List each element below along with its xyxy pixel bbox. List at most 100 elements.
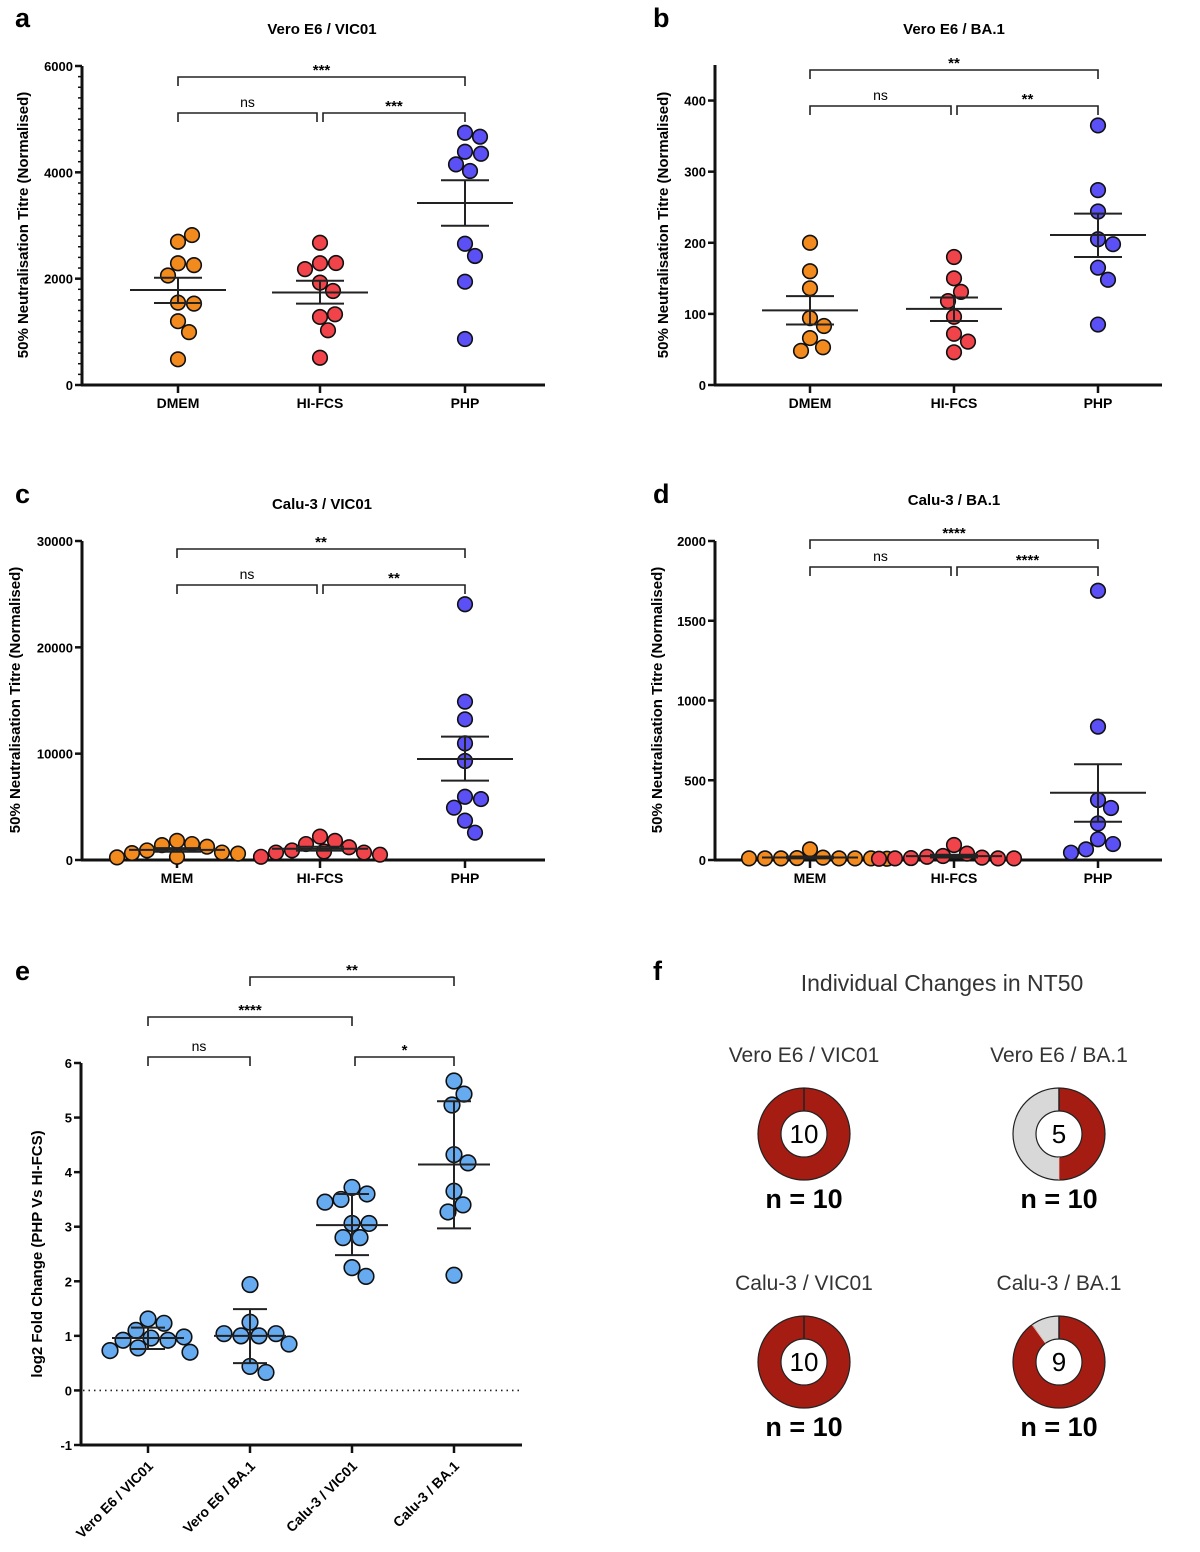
y-tick-label: 4	[65, 1165, 73, 1180]
data-point	[456, 596, 474, 613]
significance-bracket	[809, 539, 1099, 549]
significance-label: ****	[238, 1002, 262, 1019]
y-tick-label: 20000	[37, 640, 73, 655]
group-3	[1050, 582, 1146, 861]
chart-title: Individual Changes in NT50	[801, 970, 1084, 996]
y-tick-label: 2000	[44, 272, 73, 287]
y-tick-label: -1	[60, 1438, 72, 1453]
y-tick-label: 400	[684, 94, 706, 109]
data-point	[445, 799, 463, 816]
data-point	[334, 1229, 352, 1247]
group-2	[252, 828, 389, 865]
x-tick-label: Calu-3 / VIC01	[283, 1458, 360, 1535]
data-point	[159, 267, 177, 284]
data-point	[257, 1363, 275, 1382]
significance-label: ns	[240, 94, 255, 110]
data-point	[180, 323, 198, 341]
x-tick-label: MEM	[161, 870, 194, 886]
donut-count: 9	[1052, 1347, 1066, 1377]
group-1	[762, 234, 858, 359]
significance-bracket	[354, 1056, 455, 1066]
panel-f: f Individual Changes in NT50 Vero E6 / VIC…	[653, 956, 1128, 1442]
data-point	[327, 254, 345, 272]
significance-label: **	[315, 534, 327, 551]
data-point	[902, 849, 920, 867]
x-tick-label: Vero E6 / BA.1	[180, 1458, 259, 1537]
significance-bracket	[249, 976, 455, 986]
group-1	[108, 832, 247, 866]
data-point	[456, 693, 474, 710]
data-point	[471, 128, 489, 145]
donut-n-label: n = 10	[765, 1412, 842, 1442]
significance-bracket	[322, 584, 466, 594]
y-tick-label: 30000	[37, 534, 73, 549]
data-point	[123, 844, 141, 862]
data-point	[213, 844, 231, 861]
data-point	[472, 790, 490, 808]
y-tick-label: 300	[684, 165, 706, 180]
data-point	[181, 1343, 199, 1361]
data-point	[319, 322, 337, 339]
donut-n-label: n = 10	[1020, 1412, 1097, 1442]
data-point	[461, 162, 479, 180]
data-point	[1089, 316, 1107, 333]
significance-bracket	[809, 566, 952, 576]
y-axis-label: 50% Neutralisation Titre (Normalised)	[7, 567, 24, 833]
data-point	[332, 1190, 350, 1209]
y-tick-label: 2000	[677, 534, 706, 549]
data-point	[139, 1310, 157, 1328]
data-point	[445, 1072, 463, 1090]
y-tick-label: 1	[65, 1329, 72, 1344]
x-tick-label: MEM	[794, 870, 827, 886]
data-point	[1089, 718, 1107, 735]
x-tick-label: PHP	[451, 395, 480, 411]
donut-divider	[1031, 1324, 1046, 1344]
chart-title: Calu-3 / VIC01	[272, 496, 372, 513]
data-point	[357, 1267, 375, 1285]
data-point	[311, 349, 329, 366]
data-point	[472, 145, 490, 162]
donut-title: Vero E6 / BA.1	[990, 1044, 1128, 1067]
group-4	[418, 1072, 490, 1284]
donut-chart: Calu-3 / BA.1 9 n = 10	[997, 1272, 1122, 1442]
data-point	[101, 1341, 119, 1360]
data-point	[459, 1154, 477, 1172]
significance-label: *	[402, 1042, 408, 1059]
x-tick-label: HI-FCS	[297, 870, 344, 886]
data-point	[1104, 236, 1122, 253]
data-point	[168, 832, 186, 849]
group-3	[316, 1178, 388, 1285]
significance-bracket	[176, 548, 466, 558]
panel-a: a Vero E6 / VIC01 50% Neutralisation Titre…	[15, 3, 545, 411]
data-point	[456, 143, 474, 160]
data-point	[169, 351, 187, 368]
data-point	[155, 1314, 173, 1332]
y-axis-label: 50% Neutralisation Titre (Normalised)	[655, 92, 672, 358]
y-tick-label: 0	[66, 378, 73, 393]
group-2	[870, 836, 1023, 867]
group-3	[1050, 117, 1146, 333]
data-point	[129, 1339, 147, 1357]
data-point	[326, 306, 344, 323]
panel-letter: e	[15, 956, 30, 986]
y-tick-label: 500	[684, 773, 706, 788]
donut-title: Calu-3 / VIC01	[735, 1272, 873, 1295]
significance-bracket	[147, 1056, 251, 1066]
panel-d: d Calu-3 / BA.1 50% Neutralisation Titre (…	[649, 479, 1162, 886]
data-point	[456, 788, 474, 805]
y-tick-label: 0	[66, 853, 73, 868]
data-point	[439, 1203, 457, 1221]
data-point	[1005, 850, 1023, 867]
data-point	[175, 1328, 193, 1346]
x-tick-label: DMEM	[789, 395, 832, 411]
data-point	[296, 260, 314, 278]
data-point	[814, 339, 832, 356]
data-point	[241, 1275, 259, 1294]
data-point	[169, 313, 187, 330]
y-tick-label: 200	[684, 236, 706, 251]
data-point	[456, 711, 474, 728]
data-point	[801, 263, 819, 280]
significance-bracket	[147, 1016, 353, 1026]
significance-label: ***	[313, 62, 331, 79]
data-point	[815, 317, 833, 335]
